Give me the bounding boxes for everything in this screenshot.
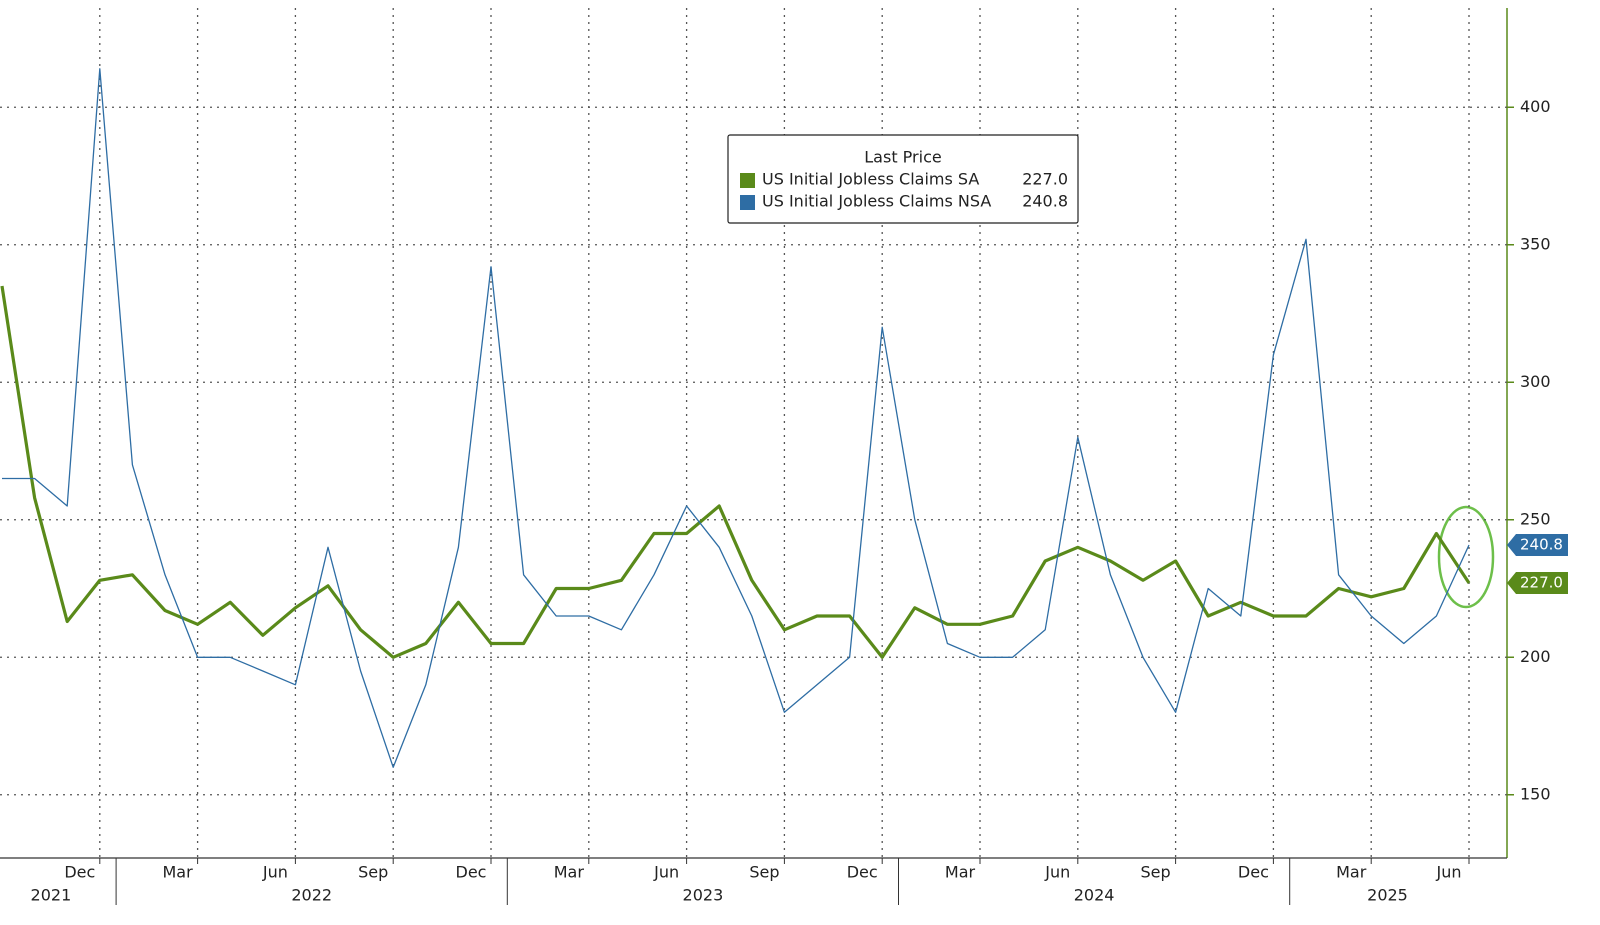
year-label: 2021: [31, 886, 72, 905]
year-label: 2022: [291, 886, 332, 905]
x-tick-label: Dec: [1238, 863, 1269, 882]
legend-value: 227.0: [1022, 170, 1068, 189]
x-tick-label: Jun: [1436, 863, 1462, 882]
x-tick-label: Jun: [262, 863, 288, 882]
x-tick-label: Dec: [456, 863, 487, 882]
y-tick-label: 200: [1520, 647, 1551, 666]
x-tick-label: Sep: [749, 863, 779, 882]
year-label: 2023: [683, 886, 724, 905]
last-value-tag: [1507, 534, 1568, 557]
year-label: 2024: [1074, 886, 1115, 905]
x-tick-label: Jun: [1044, 863, 1070, 882]
highlight-ellipse: [1437, 505, 1495, 609]
y-tick-label: 150: [1520, 784, 1551, 803]
series-line: [2, 68, 1470, 768]
x-tick-label: Dec: [847, 863, 878, 882]
y-tick-label: 350: [1520, 234, 1551, 253]
legend-title: Last Price: [864, 148, 941, 167]
legend-value: 240.8: [1022, 192, 1068, 211]
last-value-tag-label: 240.8: [1520, 536, 1563, 554]
x-tick-label: Jun: [653, 863, 679, 882]
legend-label: US Initial Jobless Claims SA: [762, 170, 979, 189]
legend-label: US Initial Jobless Claims NSA: [762, 192, 991, 211]
x-tick-label: Mar: [1336, 863, 1367, 882]
legend-swatch: [740, 173, 755, 188]
y-tick-label: 250: [1520, 509, 1551, 528]
last-value-tag-label: 227.0: [1520, 574, 1563, 592]
x-tick-label: Mar: [554, 863, 585, 882]
legend-box: [727, 134, 1079, 224]
x-tick-label: Mar: [945, 863, 976, 882]
legend-swatch: [740, 195, 755, 210]
last-value-tag: [1507, 572, 1568, 594]
x-tick-label: Sep: [358, 863, 388, 882]
x-tick-label: Sep: [1141, 863, 1171, 882]
y-tick-label: 400: [1520, 97, 1551, 116]
y-tick-label: 300: [1520, 372, 1551, 391]
year-label: 2025: [1367, 886, 1408, 905]
x-tick-label: Dec: [64, 863, 95, 882]
series-line: [0, 285, 1471, 659]
x-tick-label: Mar: [163, 863, 194, 882]
